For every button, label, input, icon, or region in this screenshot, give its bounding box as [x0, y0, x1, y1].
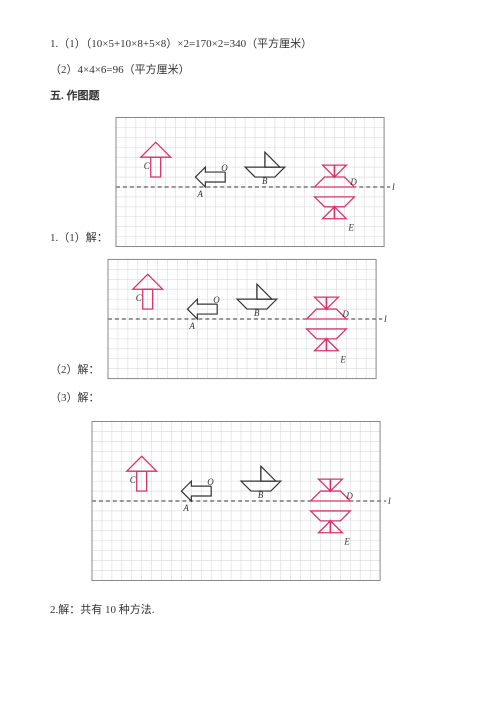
svg-text:O: O [221, 163, 228, 173]
grid-diagram-3: l C O A B D E [90, 419, 395, 583]
problem-1-part-1: 1.（1）（10×5+10×8+5×8）×2=170×2=340（平方厘米） [50, 35, 450, 51]
svg-text:O: O [207, 477, 214, 487]
grid-diagram-2: l C O A B D E [106, 257, 391, 381]
svg-text:B: B [262, 176, 268, 186]
svg-text:E: E [343, 537, 350, 547]
solution-3-label: （3）解： [50, 389, 450, 405]
svg-text:A: A [196, 189, 203, 199]
svg-text:E: E [347, 223, 354, 233]
figure-2-block: （2）解： l C O A B D E [50, 257, 450, 381]
grid-diagram-1: l C O A B D E [114, 115, 399, 249]
svg-text:B: B [253, 308, 259, 318]
svg-text:l: l [388, 496, 391, 507]
svg-text:D: D [345, 491, 353, 501]
figure-3-block: l C O A B D E [50, 419, 450, 583]
svg-text:l: l [384, 314, 387, 325]
problem-2-answer: 2.解：共有 10 种方法. [50, 601, 450, 617]
svg-text:l: l [392, 182, 395, 193]
svg-text:D: D [349, 177, 357, 187]
figure-1-block: 1.（1）解： l C O A B D E [50, 115, 450, 249]
svg-text:E: E [339, 355, 346, 365]
svg-text:C: C [130, 475, 137, 485]
solution-1-label: 1.（1）解： [50, 229, 110, 245]
problem-1-part-2: （2）4×4×6=96（平方厘米） [50, 61, 450, 77]
svg-text:B: B [258, 490, 264, 500]
svg-text:O: O [213, 295, 220, 305]
solution-2-label: （2）解： [50, 361, 102, 377]
section-5-title: 五. 作图题 [50, 87, 450, 103]
svg-text:A: A [188, 321, 195, 331]
svg-text:D: D [341, 309, 349, 319]
svg-text:C: C [135, 293, 142, 303]
svg-text:C: C [144, 161, 151, 171]
svg-text:A: A [182, 503, 189, 513]
